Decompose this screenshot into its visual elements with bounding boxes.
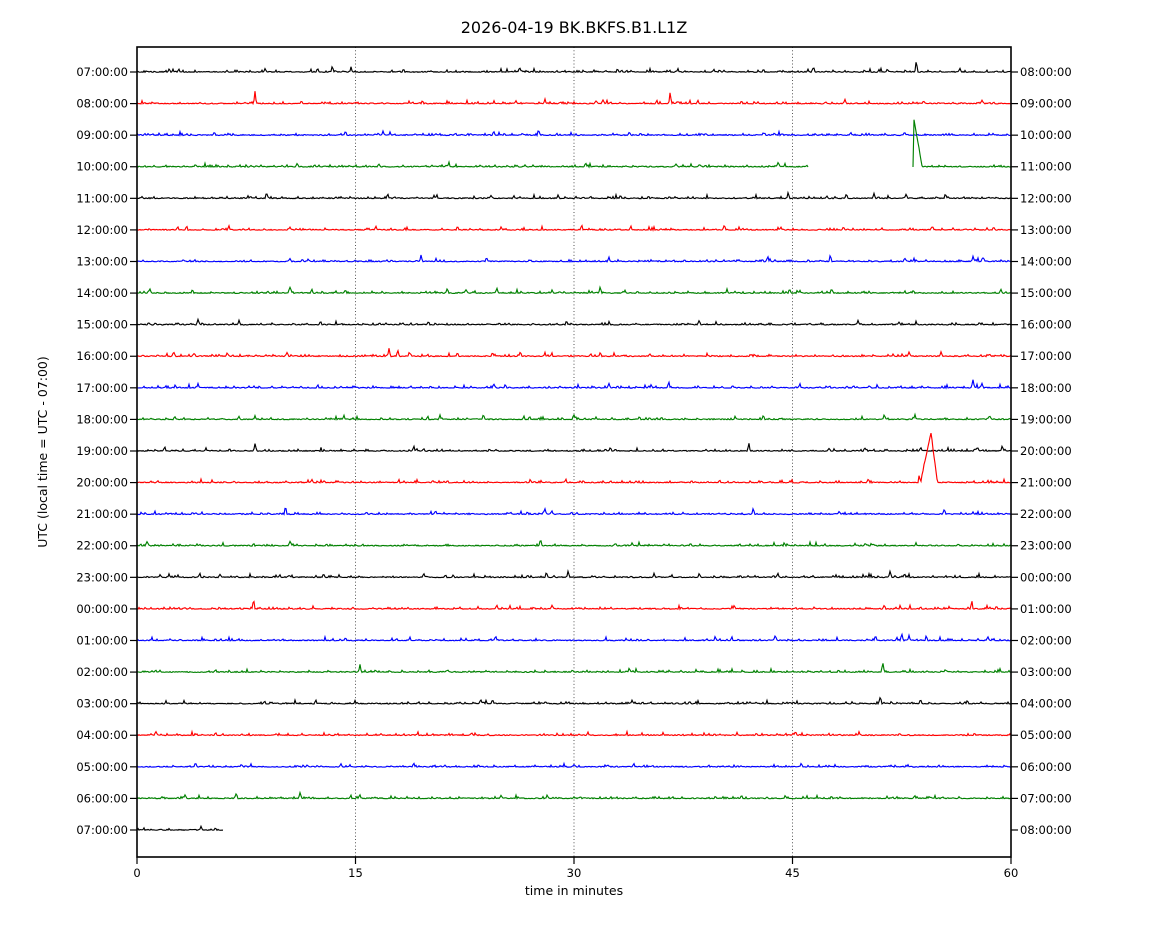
local-time-label: 20:00:00	[1020, 444, 1072, 458]
utc-time-label: 14:00:00	[76, 286, 128, 300]
axis-layer: 07:00:00 08:00:00 08:00:00 09:00:00 09:00:00…	[76, 46, 1072, 880]
local-time-label: 08:00:00	[1020, 823, 1072, 837]
trace-row-14:00:00	[136, 285, 1012, 295]
local-time-label: 19:00:00	[1020, 412, 1072, 426]
trace-row-17:00:00	[136, 379, 1012, 390]
utc-time-label: 07:00:00	[76, 823, 128, 837]
utc-time-label: 22:00:00	[76, 539, 128, 553]
utc-time-label: 10:00:00	[76, 160, 128, 174]
x-tick-label: 0	[133, 866, 140, 880]
trace-row-11:00:00	[136, 190, 1012, 200]
trace-row-16:00:00	[136, 348, 1012, 358]
trace-row-10:00:00	[136, 119, 1012, 169]
utc-time-label: 09:00:00	[76, 128, 128, 142]
local-time-label: 22:00:00	[1020, 507, 1072, 521]
trace-row-07:00:00	[136, 824, 224, 832]
trace-row-03:00:00	[136, 696, 1012, 706]
trace-row-00:00:00	[136, 600, 1012, 611]
utc-time-label: 01:00:00	[76, 633, 128, 647]
local-time-label: 15:00:00	[1020, 286, 1072, 300]
local-time-label: 18:00:00	[1020, 381, 1072, 395]
utc-time-label: 21:00:00	[76, 507, 128, 521]
trace-row-02:00:00	[136, 663, 1012, 674]
trace-row-04:00:00	[136, 729, 1012, 737]
local-time-label: 01:00:00	[1020, 602, 1072, 616]
trace-row-08:00:00	[136, 91, 1012, 106]
chart-title: 2026-04-19 BK.BKFS.B1.L1Z	[461, 18, 688, 37]
x-tick-label: 45	[785, 866, 800, 880]
utc-time-label: 02:00:00	[76, 665, 128, 679]
utc-time-label: 06:00:00	[76, 791, 128, 805]
x-tick-label: 15	[348, 866, 363, 880]
trace-row-18:00:00	[136, 412, 1012, 422]
utc-time-label: 11:00:00	[76, 191, 128, 205]
trace-row-09:00:00	[136, 129, 1012, 138]
trace-row-19:00:00	[136, 443, 1012, 453]
local-time-label: 09:00:00	[1020, 97, 1072, 111]
utc-time-label: 07:00:00	[76, 65, 128, 79]
utc-time-label: 16:00:00	[76, 349, 128, 363]
utc-time-label: 20:00:00	[76, 476, 128, 490]
x-tick-label: 60	[1004, 866, 1019, 880]
utc-time-label: 00:00:00	[76, 602, 128, 616]
local-time-label: 05:00:00	[1020, 728, 1072, 742]
x-tick-label: 30	[567, 866, 582, 880]
trace-row-15:00:00	[136, 317, 1012, 327]
local-time-label: 17:00:00	[1020, 349, 1072, 363]
y-axis-label: UTC (local time = UTC - 07:00)	[35, 356, 50, 548]
local-time-label: 04:00:00	[1020, 697, 1072, 711]
trace-row-21:00:00	[136, 507, 1012, 516]
local-time-label: 14:00:00	[1020, 254, 1072, 268]
local-time-label: 23:00:00	[1020, 539, 1072, 553]
utc-time-label: 19:00:00	[76, 444, 128, 458]
utc-time-label: 23:00:00	[76, 570, 128, 584]
local-time-label: 13:00:00	[1020, 223, 1072, 237]
utc-time-label: 03:00:00	[76, 697, 128, 711]
local-time-label: 03:00:00	[1020, 665, 1072, 679]
trace-row-12:00:00	[137, 223, 1012, 232]
local-time-label: 11:00:00	[1020, 160, 1072, 174]
trace-row-23:00:00	[136, 569, 1012, 579]
local-time-label: 21:00:00	[1020, 476, 1072, 490]
local-time-label: 00:00:00	[1020, 570, 1072, 584]
trace-row-07:00:00	[136, 62, 1012, 74]
utc-time-label: 04:00:00	[76, 728, 128, 742]
trace-row-05:00:00	[136, 761, 1012, 769]
x-axis-label: time in minutes	[525, 883, 623, 898]
local-time-label: 08:00:00	[1020, 65, 1072, 79]
trace-row-06:00:00	[136, 790, 1011, 800]
trace-row-20:00:00	[136, 432, 1012, 485]
local-time-label: 07:00:00	[1020, 791, 1072, 805]
local-time-label: 06:00:00	[1020, 760, 1072, 774]
local-time-label: 12:00:00	[1020, 191, 1072, 205]
utc-time-label: 13:00:00	[76, 254, 128, 268]
local-time-label: 10:00:00	[1020, 128, 1072, 142]
local-time-label: 02:00:00	[1020, 633, 1072, 647]
utc-time-label: 08:00:00	[76, 97, 128, 111]
trace-row-22:00:00	[136, 539, 1012, 548]
trace-layer	[136, 62, 1012, 832]
utc-time-label: 17:00:00	[76, 381, 128, 395]
utc-time-label: 18:00:00	[76, 412, 128, 426]
local-time-label: 16:00:00	[1020, 318, 1072, 332]
trace-row-13:00:00	[136, 254, 1012, 264]
utc-time-label: 05:00:00	[76, 760, 128, 774]
utc-time-label: 15:00:00	[76, 318, 128, 332]
trace-row-01:00:00	[136, 632, 1012, 642]
utc-time-label: 12:00:00	[76, 223, 128, 237]
